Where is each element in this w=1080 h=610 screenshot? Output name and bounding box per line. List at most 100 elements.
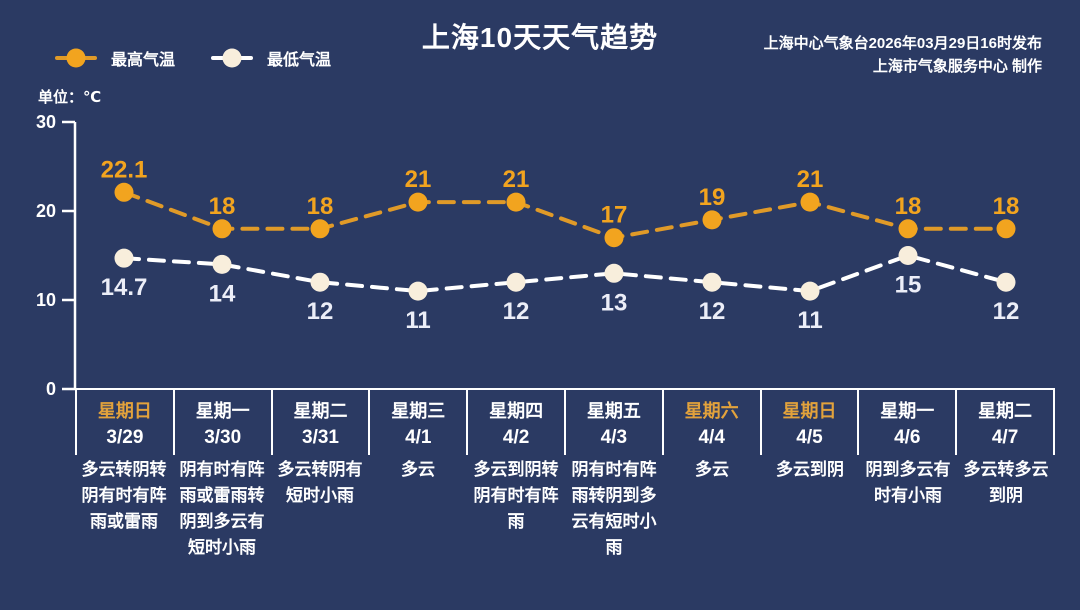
low-temp-dot-icon [222,48,242,68]
date-label: 4/7 [991,427,1019,448]
source-line-2: 上海市气象服务中心 制作 [872,58,1042,75]
weekday-label: 星期四 [489,401,544,421]
low-temp-marker [898,246,918,265]
y-axis-tick-label: 10 [36,290,56,310]
high-temp-series-line [122,190,1008,240]
high-temp-value-label: 22.1 [101,156,148,183]
high-temp-marker [996,219,1016,239]
low-temp-line-icon [211,48,254,68]
high-temp-marker [506,192,526,212]
y-axis-tick-label: 20 [36,201,56,221]
legend-label-low-temp: 最低气温 [267,52,332,69]
low-temp-marker [212,254,232,274]
high-temp-value-label: 18 [993,193,1020,220]
high-temp-value-label: 18 [307,193,334,220]
weather-description: 阴有时有阵雨转阴到多云有短时小雨 [571,460,657,557]
low-temp-marker [996,272,1016,292]
high-temp-value-label: 17 [601,202,628,229]
weather-description: 阴到多云有时有小雨 [865,460,951,505]
date-label: 3/31 [302,427,339,448]
day-column: 星期一 4/6 [857,390,955,455]
high-temp-marker [408,192,428,212]
weekday-label: 星期二 [293,401,348,421]
page-title: 上海10天天气趋势 [421,22,659,53]
day-column: 星期三 4/1 [368,390,466,455]
weather-description: 多云转阴转阴有时有阵雨或雷雨 [81,460,167,531]
y-axis-tick-label: 30 [36,112,56,132]
unit-label: 单位：℃ [38,89,102,106]
day-column: 星期五 4/3 [563,390,662,455]
weather-description: 多云到阴 [776,460,844,479]
legend-item-high-temp: 最高气温 [55,46,175,70]
date-label: 4/4 [698,427,725,448]
high-temp-marker [310,219,330,239]
high-temp-value-label: 21 [503,166,530,193]
low-temp-marker [408,281,428,301]
date-label: 3/29 [106,427,144,448]
high-temp-value-label: 18 [895,193,922,220]
day-column: 星期日 3/29 [77,390,173,455]
weather-description: 阴有时有阵雨或雷雨转阴到多云有短时小雨 [179,460,265,557]
weather-description: 多云到阴转阴有时有阵雨 [473,460,559,531]
weekday-label: 星期一 [880,401,935,421]
date-label: 4/2 [502,427,530,448]
weekday-label: 星期二 [978,401,1033,421]
source-info: 上海中心气象台2026年03月29日16时发布 上海市气象服务中心 制作 [764,32,1042,78]
low-temp-value-label: 11 [797,307,822,334]
low-temp-value-label: 15 [895,272,922,299]
date-label: 4/5 [796,427,823,448]
high-temp-marker [800,192,820,212]
weather-description: 多云 [695,460,729,479]
low-temp-marker [604,263,624,283]
source-line-1: 上海中心气象台2026年03月29日16时发布 [763,35,1042,52]
low-temp-marker [310,272,330,292]
low-temp-marker [702,272,722,292]
date-label: 4/6 [894,427,921,448]
weekday-label: 星期五 [586,401,641,421]
y-axis-tick-label: 0 [46,379,56,399]
weather-description: 多云转阴有短时小雨 [277,460,363,505]
legend: 最高气温 最低气温 [55,46,331,70]
low-temp-series-line [122,253,1008,294]
high-temp-marker [702,210,722,230]
high-temp-value-label: 19 [699,184,726,211]
day-column: 星期四 4/2 [466,390,564,455]
day-column: 星期二 4/7 [955,390,1053,455]
low-temp-value-label: 13 [601,289,628,316]
high-temp-value-label: 21 [797,166,824,193]
day-column: 星期二 3/31 [270,390,369,455]
low-temp-marker [114,248,134,268]
low-temp-value-label: 12 [307,298,334,325]
day-table: 星期日 3/29 星期一 3/30 星期二 3/31 星期三 4/1 星期四 4/2 星期五 4/3 星… [75,388,1055,455]
day-column: 星期日 4/5 [759,390,858,455]
weather-description: 多云 [401,460,435,479]
low-temp-value-label: 12 [699,298,726,325]
low-temp-marker [506,272,526,292]
date-label: 4/1 [405,427,432,448]
weekday-label: 星期三 [391,401,446,421]
weekday-label: 星期一 [195,401,250,421]
low-temp-value-label: 12 [503,298,530,325]
day-column: 星期六 4/4 [661,390,760,455]
low-temp-value-label: 12 [993,298,1020,325]
day-column: 星期一 3/30 [172,390,271,455]
date-label: 3/30 [204,427,242,448]
high-temp-value-label: 18 [209,193,236,220]
low-temp-marker [800,281,820,301]
legend-label-high-temp: 最高气温 [111,52,176,69]
date-label: 4/3 [600,427,628,448]
high-temp-line-icon [55,48,97,68]
low-temp-value-label: 14.7 [101,274,148,301]
high-temp-marker [898,219,918,239]
weekday-label: 星期六 [684,401,739,421]
high-temp-marker [212,219,232,239]
low-temp-value-label: 14 [209,280,236,307]
legend-item-low-temp: 最低气温 [211,46,331,70]
low-temp-value-label: 11 [405,307,430,334]
high-temp-dot-icon [66,48,86,68]
high-temp-marker [114,182,134,202]
weekday-label: 星期日 [97,401,152,421]
weather-description: 多云转多云到阴 [963,460,1049,505]
weekday-label: 星期日 [782,401,837,421]
